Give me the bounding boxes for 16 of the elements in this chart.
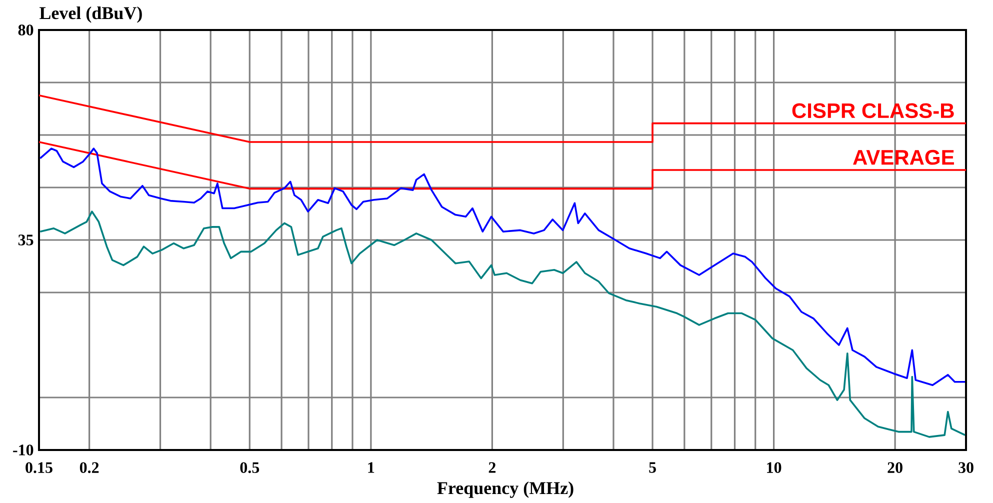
- x-tick-label: 5: [649, 462, 656, 473]
- x-axis-title: Frequency (MHz): [437, 482, 574, 498]
- x-tick-label: 0.2: [80, 462, 99, 474]
- y-axis-title: Level (dBuV): [40, 6, 142, 23]
- y-tick-label: 35: [18, 234, 34, 246]
- series-label: AVERAGE: [853, 150, 954, 165]
- x-tick-label: 2: [488, 462, 496, 473]
- x-tick-label: 20: [888, 462, 902, 473]
- y-tick-label: -10: [13, 444, 34, 456]
- series-label: CISPR CLASS-B: [792, 103, 954, 118]
- x-tick-label: 1: [368, 462, 374, 473]
- x-tick-label: 30: [958, 462, 974, 473]
- y-tick-label: 80: [18, 24, 34, 36]
- x-tick-label: 0.5: [240, 462, 260, 474]
- x-tick-label: 0.15: [26, 462, 52, 474]
- x-tick-label: 10: [767, 462, 782, 473]
